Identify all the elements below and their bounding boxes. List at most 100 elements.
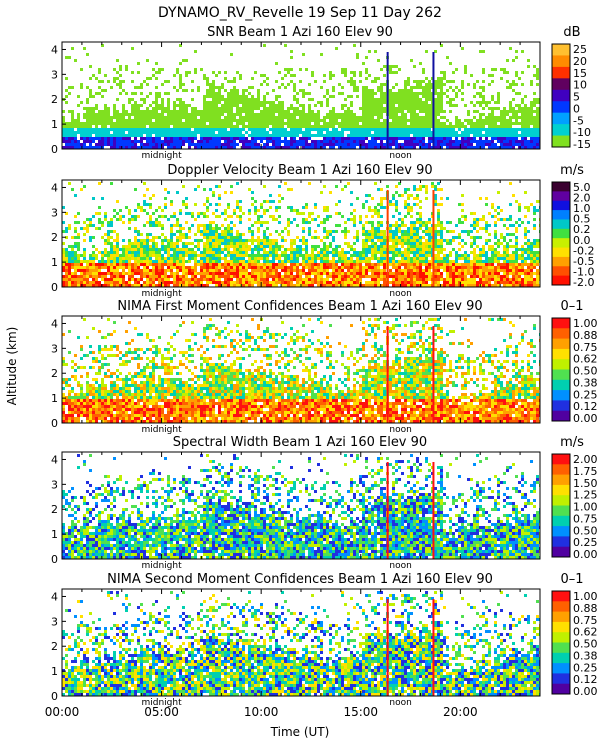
heatmap-cell [476, 134, 479, 137]
heatmap-cell [212, 80, 215, 83]
heatmap-cell [83, 116, 86, 119]
heatmap-cell [368, 134, 371, 137]
heatmap-cell [152, 143, 155, 146]
heatmap-cell [338, 260, 341, 263]
heatmap-cell [161, 227, 164, 230]
heatmap-cell [308, 113, 311, 116]
heatmap-cell [368, 107, 371, 110]
heatmap-cell [392, 110, 395, 113]
heatmap-cell [140, 239, 143, 242]
heatmap-cell [434, 137, 437, 140]
heatmap-cell [227, 140, 230, 143]
heatmap-cell [197, 281, 200, 284]
heatmap-cell [113, 278, 116, 281]
heatmap-cell [380, 251, 383, 254]
heatmap-cell [95, 137, 98, 140]
heatmap-cell [269, 116, 272, 119]
heatmap-cell [350, 248, 353, 251]
heatmap-cell [164, 122, 167, 125]
heatmap-cell [275, 128, 278, 131]
heatmap-cell [206, 134, 209, 137]
heatmap-cell [251, 86, 254, 89]
heatmap-cell [116, 236, 119, 239]
heatmap-cell [413, 116, 416, 119]
heatmap-cell [194, 128, 197, 131]
heatmap-cell [305, 92, 308, 95]
heatmap-cell [512, 134, 515, 137]
heatmap-cell [158, 116, 161, 119]
heatmap-cell [488, 131, 491, 134]
heatmap-cell [176, 278, 179, 281]
heatmap-cell [230, 242, 233, 245]
heatmap-cell [380, 224, 383, 227]
heatmap-cell [284, 254, 287, 257]
heatmap-cell [122, 254, 125, 257]
heatmap-cell [377, 230, 380, 233]
heatmap-cell [476, 128, 479, 131]
heatmap-cell [326, 218, 329, 221]
heatmap-cell [374, 128, 377, 131]
heatmap-cell [122, 110, 125, 113]
heatmap-cell [383, 134, 386, 137]
heatmap-cell [188, 278, 191, 281]
heatmap-cell [407, 140, 410, 143]
heatmap-cell [134, 116, 137, 119]
heatmap-cell [350, 269, 353, 272]
heatmap-cell [413, 128, 416, 131]
heatmap-cell [302, 110, 305, 113]
heatmap-cell [371, 98, 374, 101]
heatmap-cell [353, 122, 356, 125]
heatmap-cell [344, 260, 347, 263]
heatmap-cell [227, 278, 230, 281]
heatmap-cell [404, 203, 407, 206]
heatmap-cell [326, 206, 329, 209]
heatmap-cell [332, 107, 335, 110]
heatmap-cell [152, 116, 155, 119]
heatmap-cell [377, 260, 380, 263]
heatmap-cell [140, 98, 143, 101]
heatmap-cell [140, 206, 143, 209]
heatmap-cell [377, 131, 380, 134]
heatmap-cell [158, 260, 161, 263]
heatmap-cell [341, 248, 344, 251]
heatmap-cell [401, 104, 404, 107]
heatmap-cell [158, 134, 161, 137]
heatmap-cell [338, 116, 341, 119]
heatmap-cell [317, 143, 320, 146]
heatmap-cell [356, 125, 359, 128]
heatmap-cell [371, 116, 374, 119]
heatmap-cell [206, 140, 209, 143]
heatmap-cell [197, 89, 200, 92]
heatmap-cell [155, 137, 158, 140]
heatmap-cell [143, 239, 146, 242]
heatmap-cell [68, 263, 71, 266]
heatmap-cell [512, 116, 515, 119]
heatmap-cell [170, 203, 173, 206]
heatmap-cell [428, 143, 431, 146]
heatmap-cell [356, 119, 359, 122]
heatmap-cell [401, 125, 404, 128]
heatmap-cell [530, 146, 533, 149]
heatmap-cell [104, 272, 107, 275]
heatmap-cell [323, 269, 326, 272]
heatmap-cell [308, 119, 311, 122]
heatmap-cell [80, 128, 83, 131]
heatmap-cell [272, 110, 275, 113]
heatmap-cell [197, 212, 200, 215]
heatmap-cell [71, 188, 74, 191]
heatmap-cell [371, 110, 374, 113]
heatmap-cell [110, 146, 113, 149]
heatmap-cell [215, 125, 218, 128]
heatmap-cell [380, 104, 383, 107]
heatmap-cell [362, 116, 365, 119]
heatmap-cell [398, 128, 401, 131]
heatmap-cell [176, 137, 179, 140]
heatmap-cell [410, 125, 413, 128]
heatmap-cell [143, 98, 146, 101]
heatmap-cell [293, 122, 296, 125]
heatmap-cell [437, 113, 440, 116]
heatmap-cell [461, 134, 464, 137]
heatmap-cell [212, 230, 215, 233]
heatmap-cell [401, 281, 404, 284]
